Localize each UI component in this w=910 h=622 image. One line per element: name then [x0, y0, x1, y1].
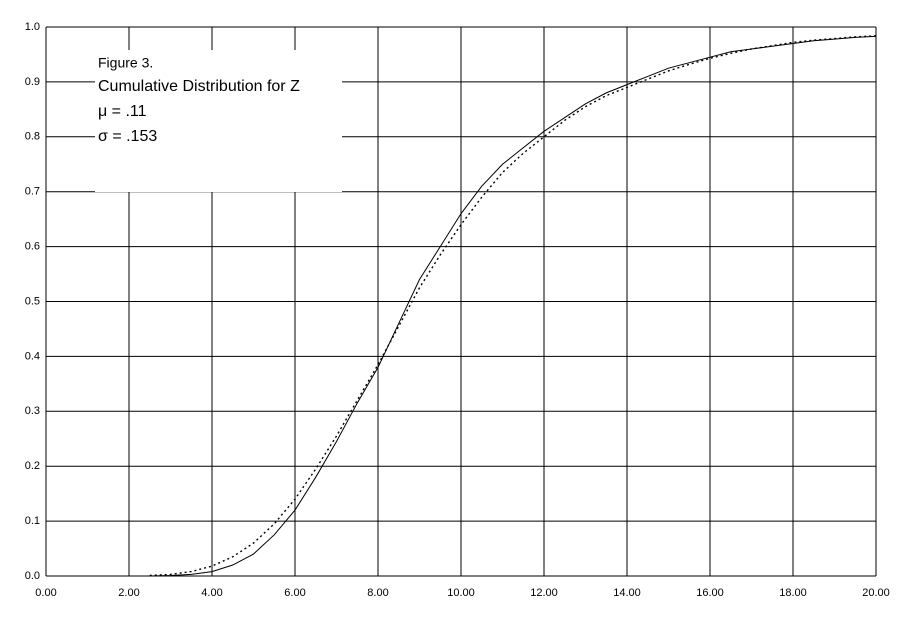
- text-box-background: [95, 50, 342, 192]
- x-tick-label: 12.00: [530, 587, 558, 599]
- y-tick-label: 0.0: [25, 570, 40, 582]
- x-tick-label: 18.00: [779, 587, 807, 599]
- x-tick-label: 4.00: [201, 587, 222, 599]
- mu-label: μ = .11: [98, 103, 147, 120]
- y-tick-label: 1.0: [25, 21, 40, 33]
- x-tick-label: 20.00: [862, 587, 890, 599]
- x-tick-label: 14.00: [613, 587, 641, 599]
- y-tick-label: 0.8: [25, 131, 40, 143]
- x-tick-label: 6.00: [284, 587, 305, 599]
- text-box: Figure 3. Cumulative Distribution for Z …: [95, 50, 342, 192]
- y-tick-label: 0.7: [25, 186, 40, 198]
- y-tick-label: 0.5: [25, 295, 40, 307]
- series-line: [149, 35, 877, 577]
- y-tick-label: 0.9: [25, 76, 40, 88]
- x-tick-label: 8.00: [367, 587, 388, 599]
- sigma-label: σ = .153: [98, 128, 157, 145]
- y-tick-label: 0.3: [25, 405, 40, 417]
- x-tick-label: 2.00: [118, 587, 139, 599]
- figure-label: Figure 3.: [98, 55, 153, 71]
- x-tick-label: 0.00: [35, 587, 56, 599]
- y-tick-label: 0.4: [25, 350, 40, 362]
- x-tick-label: 16.00: [696, 587, 724, 599]
- figure-title: Cumulative Distribution for Z: [98, 78, 300, 95]
- x-tick-label: 10.00: [447, 587, 475, 599]
- lines: [149, 35, 877, 577]
- grid: 0.0 0.1 0.2 0.3 0.4 0.5 0.6 0.7 0.8 0.9 1.0 0.00 2.0…: [25, 21, 890, 599]
- y-tick-label: 0.6: [25, 241, 40, 253]
- y-tick-label: 0.1: [25, 515, 40, 527]
- y-tick-label: 0.2: [25, 460, 40, 472]
